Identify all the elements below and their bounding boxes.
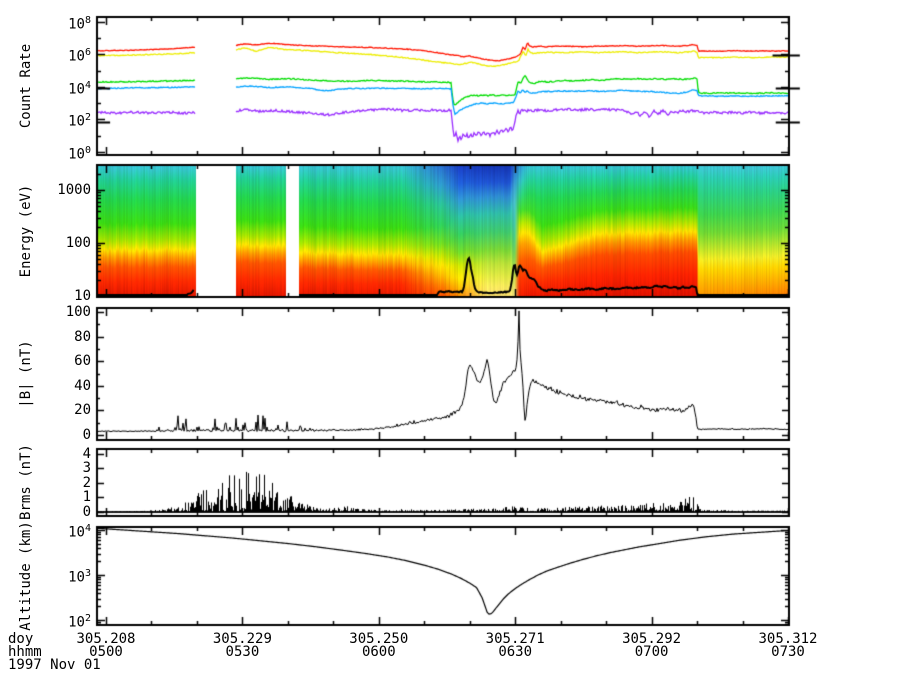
date-label: 1997 Nov 01 <box>8 657 101 673</box>
count-rate-ytick-label: 100 <box>68 144 91 163</box>
count-rate-ytick-label: 104 <box>68 79 91 98</box>
xtick-doy-label: 305.312 <box>758 631 818 647</box>
altitude-ytick-label: 103 <box>68 568 91 586</box>
xtick-doy-label: 305.250 <box>349 631 409 647</box>
xtick-doy-label: 305.229 <box>212 631 272 647</box>
xtick-doy-label: 305.208 <box>76 631 136 647</box>
x-axis-row2-label: hhmm <box>8 644 42 660</box>
altitude-ytick-label: 104 <box>68 523 91 541</box>
energy-ytick-label: 10 <box>74 287 91 304</box>
brms-ytick-label: 2 <box>82 474 91 491</box>
count-rate-ytick-label: 108 <box>68 14 91 33</box>
count-rate-ytick-label: 106 <box>68 47 91 65</box>
energy-ytick-label: 100 <box>65 234 91 251</box>
brms-ytick-label: 3 <box>82 460 91 477</box>
brms-ytick-label: 1 <box>82 489 91 506</box>
xtick-hhmm-label: 0530 <box>225 644 260 660</box>
bmag-ytick-label: 60 <box>74 353 91 370</box>
altitude-ytick-label: 102 <box>68 613 91 631</box>
xtick-hhmm-label: 0600 <box>361 644 396 660</box>
xtick-doy-label: 305.271 <box>485 631 545 647</box>
bmag-ytick-label: 0 <box>82 426 91 443</box>
brms-ytick-label: 4 <box>82 445 91 462</box>
energy-ytick-label: 1000 <box>57 181 91 198</box>
bmag-ytick-label: 40 <box>74 377 91 394</box>
xtick-hhmm-label: 0730 <box>771 644 805 660</box>
count-rate-ytick-label: 102 <box>68 112 91 130</box>
x-axis-row1-label: doy <box>8 631 34 647</box>
xtick-doy-label: 305.292 <box>622 631 682 647</box>
bmag-ytick-label: 100 <box>65 304 91 321</box>
bmag-ytick-label: 80 <box>74 328 91 345</box>
xtick-hhmm-label: 0500 <box>89 644 123 660</box>
bmag-ytick-label: 20 <box>74 402 91 419</box>
xtick-hhmm-label: 0700 <box>634 644 669 660</box>
xtick-hhmm-label: 0630 <box>498 644 533 660</box>
brms-ytick-label: 0 <box>82 503 91 520</box>
